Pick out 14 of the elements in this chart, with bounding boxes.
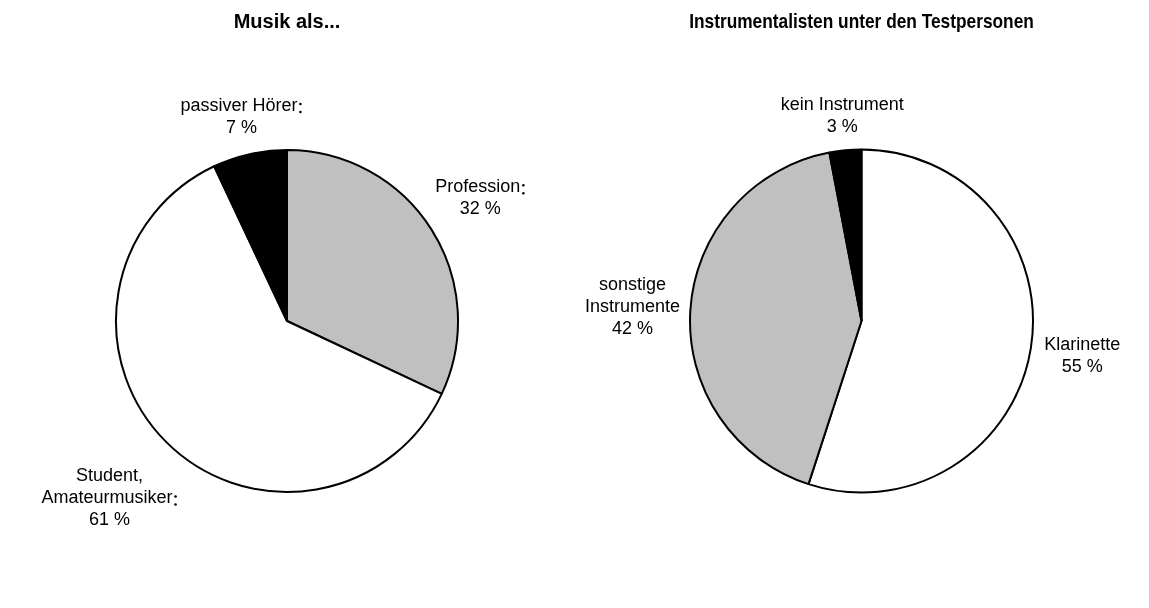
data-label: 32 % [459,198,501,219]
data-label: 55 % [1061,355,1103,376]
data-label: 3 % [826,116,858,137]
slice-label: kein Instrument [780,94,904,115]
slice-label: Student, Amateurmusiker [41,465,173,508]
slice-label: Klarinette [1044,333,1121,354]
slice-label: sonstige Instrumente [584,273,680,316]
slice-label: passiver Hörer [180,95,298,115]
data-label: 7 % [225,117,257,137]
chart-title: Musik als... [233,9,341,32]
slice-label: Profession [435,176,521,197]
chart-title: Instrumentalisten unter den Testpersonen [689,9,1034,32]
data-label: 42 % [611,317,653,338]
data-label: 61 % [89,509,131,530]
